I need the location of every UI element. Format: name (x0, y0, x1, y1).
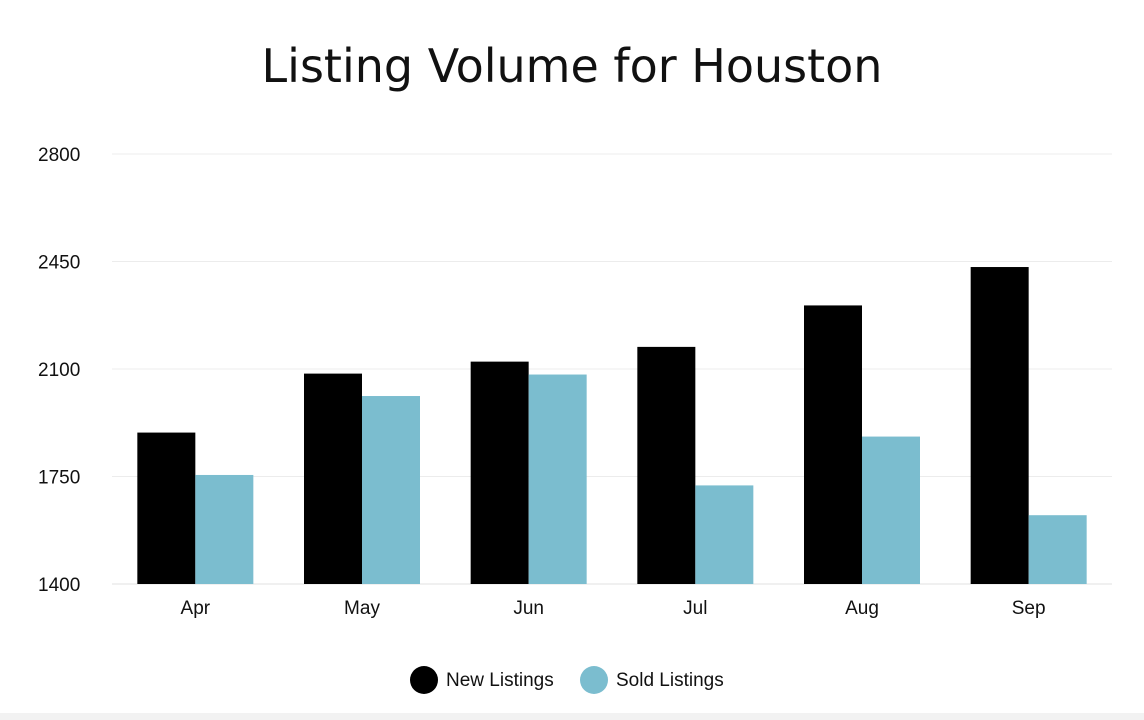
bar-new-listings-jul (637, 346, 696, 584)
x-tick-label: Apr (181, 598, 211, 619)
bar-new-listings-sep (970, 267, 1029, 584)
bar-new-listings-aug (804, 305, 862, 584)
legend: New Listings Sold Listings (410, 666, 724, 694)
y-tick-label: 2800 (38, 145, 80, 166)
x-axis-tick-labels: Apr May Jun Jul Aug Sep (181, 598, 1046, 619)
bar-sold-listings-aug (862, 436, 920, 584)
bar-sold-listings-jun (528, 374, 587, 584)
bars (137, 267, 1087, 584)
x-tick-label: May (344, 598, 380, 619)
legend-label-sold-listings: Sold Listings (616, 670, 724, 691)
x-tick-label: Jun (513, 598, 544, 619)
legend-marker-new-listings (410, 666, 438, 694)
x-tick-label: Aug (845, 598, 879, 619)
chart-title: Listing Volume for Houston (262, 39, 883, 93)
legend-marker-sold-listings (580, 666, 608, 694)
bar-sold-listings-apr (195, 474, 254, 584)
bar-sold-listings-sep (1028, 515, 1087, 584)
y-axis-tick-labels: 1400 1750 2100 2450 2800 (38, 145, 80, 596)
y-tick-label: 1400 (38, 575, 80, 596)
y-tick-label: 2450 (38, 253, 80, 274)
y-tick-label: 1750 (38, 468, 80, 489)
x-tick-label: Sep (1012, 598, 1046, 619)
gridlines (112, 153, 1112, 585)
bar-sold-listings-jul (695, 485, 754, 584)
legend-label-new-listings: New Listings (446, 670, 554, 691)
bottom-border (0, 713, 1144, 720)
bar-new-listings-jun (470, 361, 529, 584)
x-tick-label: Jul (683, 598, 707, 619)
bar-new-listings-apr (137, 432, 196, 584)
bar-sold-listings-may (362, 396, 420, 584)
y-tick-label: 2100 (38, 360, 80, 381)
bar-new-listings-may (304, 373, 362, 584)
